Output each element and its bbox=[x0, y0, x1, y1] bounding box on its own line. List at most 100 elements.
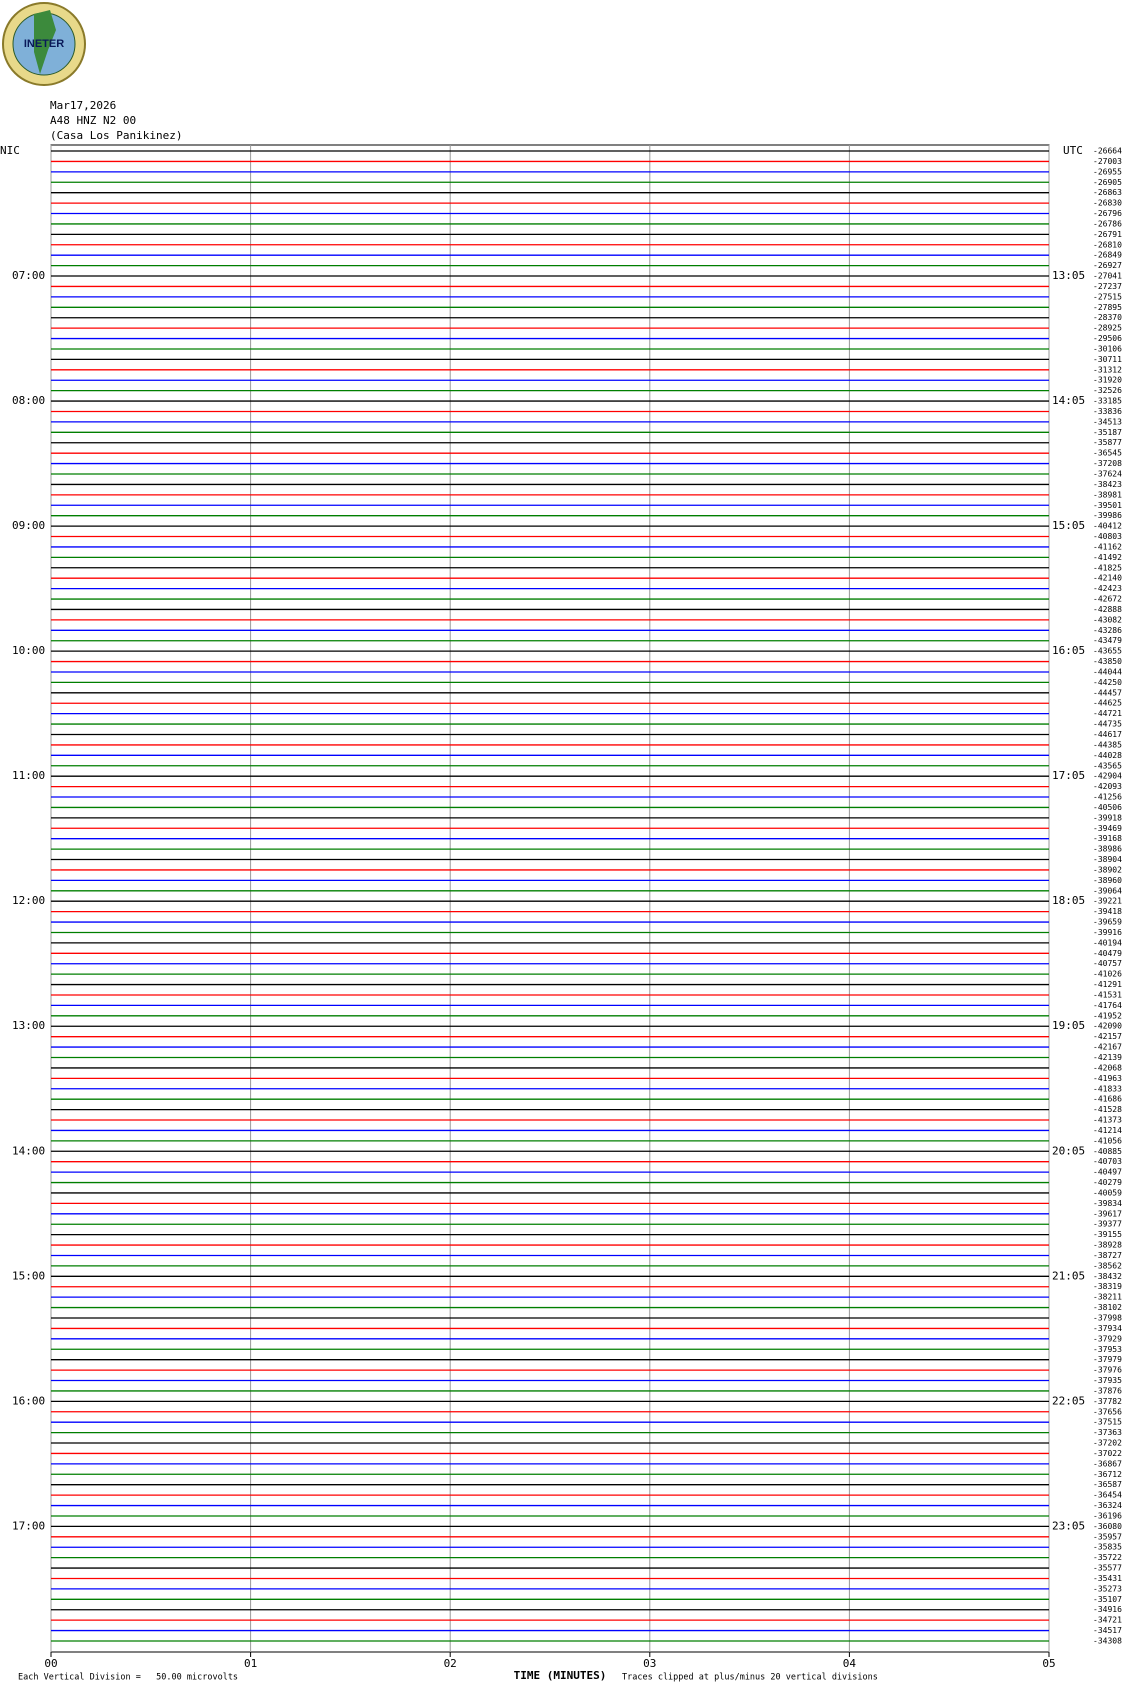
trace-offset-label: -37934 bbox=[1093, 1324, 1122, 1333]
trace-offset-label: -37782 bbox=[1093, 1397, 1122, 1406]
trace-offset-label: -32526 bbox=[1093, 386, 1122, 395]
trace-offset-label: -38928 bbox=[1093, 1241, 1122, 1250]
trace-offset-label: -43479 bbox=[1093, 636, 1122, 645]
trace-offset-label: -42157 bbox=[1093, 1032, 1122, 1041]
trace-offset-label: -35187 bbox=[1093, 428, 1122, 437]
trace-offset-label: -41531 bbox=[1093, 990, 1122, 999]
x-tick-label: 05 bbox=[1042, 1657, 1055, 1670]
trace-offset-label: -38986 bbox=[1093, 845, 1122, 854]
trace-offset-label: -35877 bbox=[1093, 438, 1122, 447]
trace-offset-label: -41214 bbox=[1093, 1126, 1122, 1135]
trace-offset-label: -43286 bbox=[1093, 626, 1122, 635]
logo: INETER bbox=[2, 2, 86, 86]
trace-offset-label: -34916 bbox=[1093, 1605, 1122, 1614]
plot-frame bbox=[50, 144, 1050, 1653]
trace-offset-label: -39617 bbox=[1093, 1209, 1122, 1218]
x-tick-label: 04 bbox=[843, 1657, 857, 1670]
trace-offset-label: -41291 bbox=[1093, 980, 1122, 989]
trace-offset-label: -36712 bbox=[1093, 1470, 1122, 1479]
trace-offset-label: -35107 bbox=[1093, 1595, 1122, 1604]
scale-note: Each Vertical Division = 50.00 microvolt… bbox=[18, 1673, 238, 1683]
trace-offset-label: -36545 bbox=[1093, 449, 1122, 458]
trace-offset-label: -26810 bbox=[1093, 240, 1122, 249]
trace-offset-label: -35273 bbox=[1093, 1584, 1122, 1593]
trace-offset-label: -42139 bbox=[1093, 1053, 1122, 1062]
trace-offset-label: -36324 bbox=[1093, 1501, 1122, 1510]
x-tick-label: 02 bbox=[444, 1657, 457, 1670]
trace-offset-label: -37876 bbox=[1093, 1386, 1122, 1395]
logo-map bbox=[34, 10, 56, 74]
trace-offset-label: -31312 bbox=[1093, 365, 1122, 374]
trace-offset-label: -41056 bbox=[1093, 1136, 1122, 1145]
trace-offset-label: -27041 bbox=[1093, 272, 1122, 281]
trace-offset-label: -39155 bbox=[1093, 1230, 1122, 1239]
trace-offset-label: -36587 bbox=[1093, 1480, 1122, 1489]
trace-offset-label: -41764 bbox=[1093, 1001, 1122, 1010]
trace-offset-label: -38102 bbox=[1093, 1303, 1122, 1312]
trace-offset-label: -42888 bbox=[1093, 605, 1122, 614]
trace-offset-label: -38423 bbox=[1093, 480, 1122, 489]
trace-offset-label: -36080 bbox=[1093, 1522, 1122, 1531]
trace-offset-label: -38562 bbox=[1093, 1261, 1122, 1270]
trace-offset-label: -35431 bbox=[1093, 1574, 1122, 1583]
left-hour-label: 12:00 bbox=[12, 894, 45, 907]
trace-offset-label: -39834 bbox=[1093, 1199, 1122, 1208]
trace-offset-label: -27003 bbox=[1093, 157, 1122, 166]
trace-offset-label: -42093 bbox=[1093, 782, 1122, 791]
trace-offset-label: -42904 bbox=[1093, 772, 1122, 781]
trace-offset-label: -41373 bbox=[1093, 1116, 1122, 1125]
trace-offset-label: -41162 bbox=[1093, 542, 1122, 551]
trace-offset-label: -34308 bbox=[1093, 1637, 1122, 1646]
trace-offset-label: -43850 bbox=[1093, 657, 1122, 666]
trace-offset-label: -35577 bbox=[1093, 1564, 1122, 1573]
trace-offset-label: -33836 bbox=[1093, 407, 1122, 416]
trace-offset-label: -34517 bbox=[1093, 1626, 1122, 1635]
trace-offset-label: -36454 bbox=[1093, 1491, 1122, 1500]
trace-offset-label: -39986 bbox=[1093, 511, 1122, 520]
trace-offset-label: -26786 bbox=[1093, 219, 1122, 228]
trace-offset-label: -36196 bbox=[1093, 1511, 1122, 1520]
left-hour-label: 16:00 bbox=[12, 1394, 45, 1407]
trace-offset-label: -38960 bbox=[1093, 876, 1122, 885]
trace-offset-label: -40479 bbox=[1093, 949, 1122, 958]
trace-offset-label: -44457 bbox=[1093, 688, 1122, 697]
trace-offset-label: -40803 bbox=[1093, 532, 1122, 541]
trace-offset-label: -41952 bbox=[1093, 1011, 1122, 1020]
trace-offset-label: -41686 bbox=[1093, 1095, 1122, 1104]
trace-offset-label: -40279 bbox=[1093, 1178, 1122, 1187]
trace-offset-label: -26905 bbox=[1093, 178, 1122, 187]
trace-offset-label: -44028 bbox=[1093, 751, 1122, 760]
trace-offset-label: -40059 bbox=[1093, 1188, 1122, 1197]
trace-offset-label: -44625 bbox=[1093, 699, 1122, 708]
trace-offset-label: -33185 bbox=[1093, 397, 1122, 406]
trace-offset-label: -37998 bbox=[1093, 1313, 1122, 1322]
trace-offset-label: -30106 bbox=[1093, 344, 1122, 353]
trace-offset-label: -27895 bbox=[1093, 303, 1122, 312]
right-hour-label: 23:05 bbox=[1052, 1519, 1085, 1532]
right-hour-label: 20:05 bbox=[1052, 1144, 1085, 1157]
right-hour-label: 13:05 bbox=[1052, 269, 1085, 282]
trace-offset-label: -39469 bbox=[1093, 824, 1122, 833]
trace-offset-label: -26955 bbox=[1093, 167, 1122, 176]
trace-offset-label: -34721 bbox=[1093, 1616, 1122, 1625]
trace-offset-label: -44250 bbox=[1093, 678, 1122, 687]
left-axis-label: NIC bbox=[0, 144, 20, 157]
trace-offset-label: -43655 bbox=[1093, 647, 1122, 656]
trace-offset-label: -42140 bbox=[1093, 574, 1122, 583]
trace-offset-label: -44044 bbox=[1093, 667, 1122, 676]
right-hour-label: 17:05 bbox=[1052, 769, 1085, 782]
trace-offset-label: -37208 bbox=[1093, 459, 1122, 468]
trace-offset-label: -37929 bbox=[1093, 1334, 1122, 1343]
right-hour-label: 18:05 bbox=[1052, 894, 1085, 907]
trace-offset-label: -30711 bbox=[1093, 355, 1122, 364]
trace-offset-label: -41256 bbox=[1093, 793, 1122, 802]
right-axis-label: UTC bbox=[1063, 144, 1083, 157]
x-axis-label: TIME (MINUTES) bbox=[514, 1669, 607, 1682]
trace-offset-label: -42090 bbox=[1093, 1022, 1122, 1031]
trace-offset-label: -37515 bbox=[1093, 1418, 1122, 1427]
trace-offset-label: -40194 bbox=[1093, 938, 1122, 947]
trace-offset-label: -38727 bbox=[1093, 1251, 1122, 1260]
right-hour-label: 22:05 bbox=[1052, 1394, 1085, 1407]
